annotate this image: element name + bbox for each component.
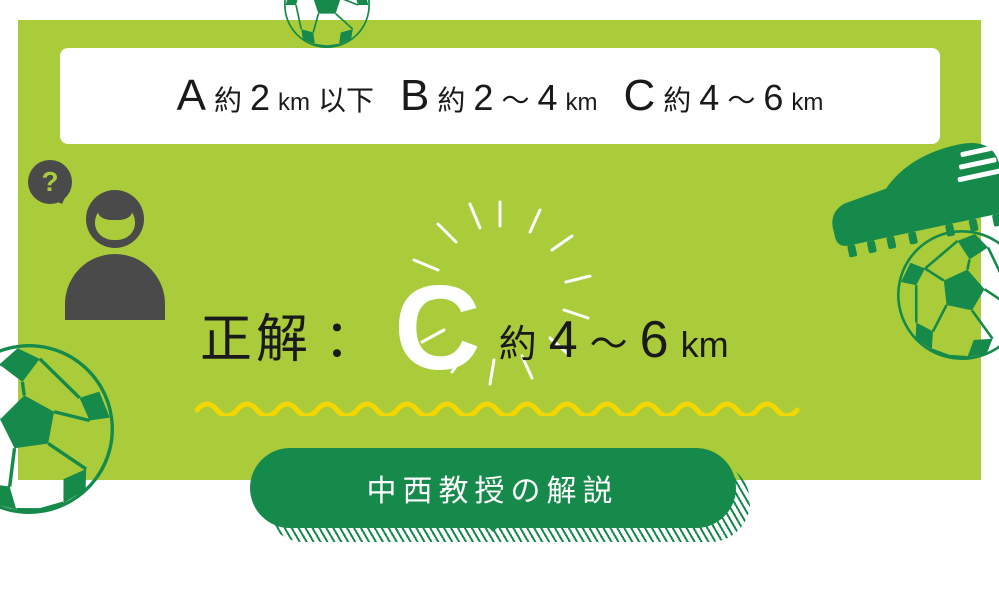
answer-letter: C (394, 268, 481, 388)
choice-a-prefix: 約 (214, 79, 242, 119)
answer-num1: 4 (549, 310, 578, 370)
choice-c-prefix: 約 (663, 79, 691, 119)
answer-prefix: 約 (499, 313, 537, 368)
choice-a-num: 2 (250, 77, 270, 119)
choice-c-unit: km (791, 89, 823, 117)
answer-unit: km (681, 324, 729, 366)
soccer-ball-icon (284, 0, 370, 48)
choice-a: A 約 2 km 以下 (177, 71, 374, 121)
choice-a-letter: A (177, 71, 206, 121)
choice-a-unit: km (278, 89, 310, 117)
person-icon (60, 190, 170, 320)
choice-c-num1: 4 (699, 77, 719, 119)
explain-button[interactable]: 中西教授の解説 (250, 448, 736, 528)
wavy-underline-icon (195, 398, 815, 416)
choice-c-num2: 6 (763, 77, 783, 119)
choice-b-tilde: 〜 (501, 79, 529, 119)
choices-card: A 約 2 km 以下 B 約 2 〜 4 km C 約 4 〜 6 km (60, 48, 940, 144)
choice-b: B 約 2 〜 4 km (400, 71, 597, 121)
answer-colon: ： (324, 297, 376, 372)
answer-row: 正解 ： C 約 4 〜 6 km (200, 256, 729, 376)
choice-b-prefix: 約 (437, 79, 465, 119)
choice-a-suffix: 以下 (318, 79, 374, 119)
choice-c-letter: C (624, 71, 656, 121)
choice-b-unit: km (566, 89, 598, 117)
choice-c-tilde: 〜 (727, 79, 755, 119)
choice-b-num2: 4 (537, 77, 557, 119)
answer-num2: 6 (640, 310, 669, 370)
answer-label: 正解 (200, 297, 312, 372)
explain-button-label: 中西教授の解説 (367, 466, 619, 510)
choice-b-letter: B (400, 71, 429, 121)
answer-tilde: 〜 (590, 313, 628, 368)
choice-c: C 約 4 〜 6 km (624, 71, 824, 121)
question-mark: ? (41, 166, 58, 198)
explain-button-wrap: 中西教授の解説 (250, 448, 750, 556)
choice-b-num1: 2 (473, 77, 493, 119)
